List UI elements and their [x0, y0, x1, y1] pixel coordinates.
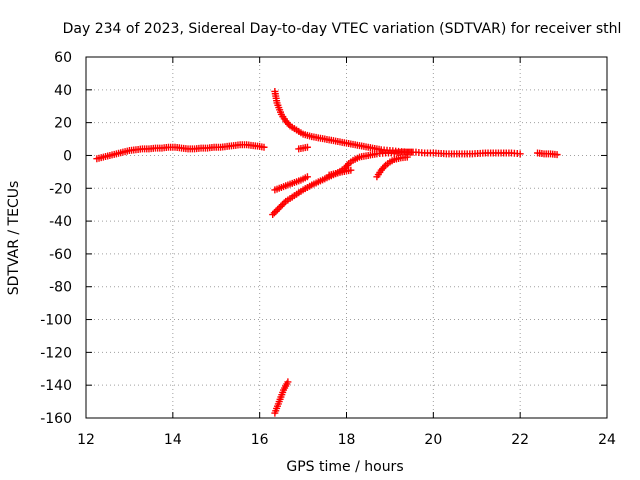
data-point-fill	[295, 177, 303, 185]
data-point-fill	[340, 139, 348, 147]
y-tick-label: 20	[54, 116, 72, 132]
data-point-fill	[297, 129, 305, 137]
y-tick-label: -20	[49, 181, 72, 197]
chart-title: Day 234 of 2023, Sidereal Day-to-day VTE…	[63, 21, 622, 37]
data-point-fill	[384, 160, 392, 168]
data-point-fill	[345, 167, 353, 175]
x-tick-label: 22	[511, 432, 529, 448]
y-tick-label: -100	[40, 313, 72, 329]
data-point-fill	[347, 158, 355, 166]
axis-ticks: 12 14 16 18 20 22 24 60 40 20 0 -20 -40 -60 -80 -100 -12…	[40, 50, 616, 448]
data-point-fill	[376, 168, 384, 176]
y-tick-label: -60	[49, 247, 72, 263]
series-7	[271, 378, 292, 417]
data-point-fill	[297, 187, 305, 195]
x-axis-title: GPS time / hours	[286, 459, 403, 475]
data-point-fill	[551, 150, 559, 158]
y-axis-title: SDTVAR / TECUs	[6, 181, 22, 296]
data-point-fill	[353, 154, 361, 162]
data-point-fill	[290, 125, 298, 133]
data-point-fill	[513, 150, 521, 158]
data-point-fill	[275, 184, 283, 192]
data-point-fill	[280, 115, 288, 123]
data-point-fill	[288, 193, 296, 201]
data-point-fill	[306, 182, 314, 190]
data-point-fill	[123, 147, 131, 155]
series-1	[271, 87, 524, 158]
data-point-fill	[338, 166, 346, 174]
data-point-fill	[343, 161, 351, 169]
data-point-fill	[301, 174, 309, 182]
data-point-fill	[314, 134, 322, 142]
series-2	[295, 143, 311, 153]
grid-lines	[86, 57, 607, 418]
data-point-fill	[395, 154, 403, 162]
data-point-fill	[362, 152, 370, 160]
data-point-fill	[388, 157, 396, 165]
y-tick-label: -120	[40, 345, 72, 361]
series-0	[93, 141, 268, 163]
data-point-fill	[274, 400, 282, 408]
data-point-fill	[401, 153, 409, 161]
x-tick-label: 12	[77, 432, 95, 448]
y-tick-label: 40	[54, 83, 72, 99]
data-point-fill	[273, 97, 281, 105]
x-tick-label: 18	[338, 432, 356, 448]
data-point-fill	[279, 388, 287, 396]
data-point-fill	[366, 144, 374, 152]
data-point-fill	[306, 132, 314, 140]
data-point-fill	[274, 206, 282, 214]
data-point-fill	[358, 142, 366, 150]
data-point-fill	[288, 179, 296, 187]
data-point-fill	[277, 108, 285, 116]
data-point-fill	[301, 144, 309, 152]
series-3	[271, 173, 311, 194]
y-tick-label: -80	[49, 280, 72, 296]
series-8	[534, 149, 561, 159]
series-5	[269, 148, 416, 219]
x-tick-label: 14	[164, 432, 182, 448]
data-point-fill	[405, 148, 413, 156]
series-6	[373, 153, 411, 181]
data-point-fill	[323, 135, 331, 143]
data-point-fill	[332, 170, 340, 178]
data-point-fill	[258, 143, 266, 151]
data-point-fill	[380, 163, 388, 171]
x-tick-label: 20	[424, 432, 442, 448]
data-point-fill	[323, 174, 331, 182]
y-tick-label: -140	[40, 378, 72, 394]
data-point-fill	[104, 152, 112, 160]
data-point-fill	[285, 120, 293, 128]
x-tick-label: 16	[251, 432, 269, 448]
y-tick-label: 0	[63, 148, 72, 164]
y-tick-label: -160	[40, 411, 72, 427]
data-point-fill	[110, 150, 118, 158]
data-point-fill	[332, 137, 340, 145]
x-tick-label: 24	[598, 432, 616, 448]
data-point-fill	[297, 144, 305, 152]
data-point-fill	[97, 154, 105, 162]
data-point-fill	[283, 380, 291, 388]
data-point-fill	[314, 178, 322, 186]
y-tick-label: -40	[49, 214, 72, 230]
data-point-fill	[282, 182, 290, 190]
data-point-fill	[349, 140, 357, 148]
data-point-fill	[280, 199, 288, 207]
data-point-fill	[117, 149, 125, 157]
y-tick-label: 60	[54, 50, 72, 66]
data-marks	[93, 87, 561, 417]
